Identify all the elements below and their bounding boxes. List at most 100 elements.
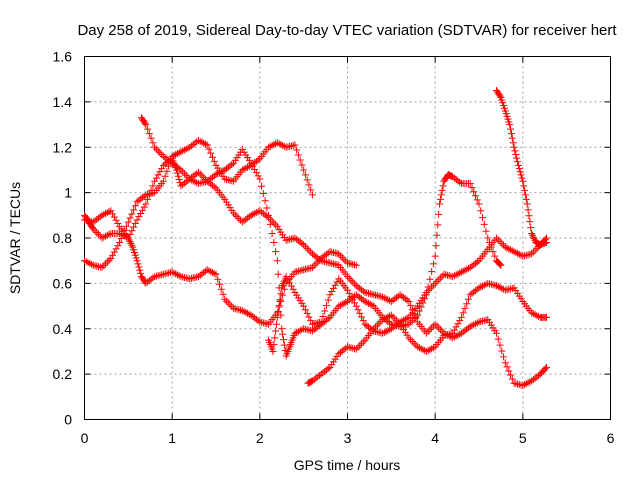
data-point — [386, 319, 394, 327]
data-point — [298, 239, 306, 247]
data-point — [365, 299, 373, 307]
data-point — [273, 139, 281, 147]
data-point — [495, 259, 503, 267]
data-point — [103, 209, 111, 217]
data-point — [398, 292, 406, 300]
data-point — [310, 262, 318, 270]
data-point — [210, 269, 218, 277]
data-point — [268, 217, 276, 225]
data-point — [293, 328, 301, 336]
data-point — [303, 309, 311, 317]
data-point — [296, 238, 304, 246]
data-point — [219, 167, 227, 175]
data-point — [189, 141, 197, 149]
data-point — [182, 145, 190, 153]
data-point — [527, 224, 535, 232]
data-point — [338, 300, 346, 308]
data-point — [473, 285, 481, 293]
data-point — [454, 177, 462, 185]
data-point — [356, 309, 364, 317]
data-point — [387, 298, 395, 306]
data-point — [524, 206, 532, 214]
data-point — [506, 121, 514, 129]
data-point — [509, 139, 517, 147]
data-point — [145, 277, 153, 285]
data-point — [363, 322, 371, 330]
data-point — [173, 271, 181, 279]
data-point — [503, 244, 511, 252]
y-axis-label: SDTVAR / TECUs — [7, 182, 23, 294]
data-point — [133, 198, 141, 206]
data-point — [414, 311, 422, 319]
data-point — [274, 308, 282, 316]
data-point — [216, 280, 224, 288]
data-point — [515, 250, 523, 258]
data-point — [473, 258, 481, 266]
data-point — [382, 327, 390, 335]
data-point — [471, 287, 479, 295]
data-point — [354, 292, 362, 300]
data-point — [289, 285, 297, 293]
y-tick-label: 0.4 — [53, 321, 73, 337]
data-point — [134, 260, 142, 268]
data-point — [208, 173, 216, 181]
data-point — [456, 330, 464, 338]
data-point — [408, 317, 416, 325]
data-point — [184, 144, 192, 152]
data-point — [266, 220, 274, 228]
data-point — [414, 343, 422, 351]
data-point — [112, 245, 120, 253]
data-point — [352, 345, 360, 353]
data-point — [403, 296, 411, 304]
data-point — [419, 346, 427, 354]
data-point — [340, 299, 348, 307]
data-point — [152, 145, 160, 153]
data-point — [468, 322, 476, 330]
data-point — [324, 365, 332, 373]
data-point — [207, 175, 215, 183]
data-point — [261, 197, 269, 205]
data-point — [379, 316, 387, 324]
data-point — [259, 209, 267, 217]
data-point — [271, 334, 279, 342]
data-point — [224, 163, 232, 171]
data-point — [221, 166, 229, 174]
data-point — [214, 275, 222, 283]
data-point — [321, 367, 329, 375]
data-point — [466, 180, 474, 188]
data-point — [354, 283, 362, 291]
data-point — [173, 166, 181, 174]
data-point — [508, 134, 516, 142]
data-point — [477, 283, 485, 291]
data-point — [461, 327, 469, 335]
data-point — [216, 169, 224, 177]
data-point — [300, 166, 308, 174]
data-point — [449, 173, 457, 181]
data-point — [363, 298, 371, 306]
data-point — [335, 250, 343, 258]
data-point — [110, 248, 118, 256]
data-point — [352, 282, 360, 290]
data-point — [382, 295, 390, 303]
data-point — [291, 234, 299, 242]
data-point — [251, 314, 259, 322]
data-point — [372, 323, 380, 331]
data-point — [408, 337, 416, 345]
data-point — [212, 270, 220, 278]
data-point — [412, 313, 420, 321]
data-point — [226, 162, 234, 170]
data-point — [240, 165, 248, 173]
data-point — [196, 170, 204, 178]
data-point — [342, 257, 350, 265]
data-point — [521, 381, 529, 389]
data-point — [384, 327, 392, 335]
data-point — [307, 248, 315, 256]
data-point — [517, 171, 525, 179]
data-point — [154, 147, 162, 155]
data-series — [81, 87, 551, 389]
data-point — [194, 136, 202, 144]
y-tick-label: 1.4 — [53, 94, 73, 110]
x-tick-label: 0 — [81, 430, 89, 446]
data-point — [338, 254, 346, 262]
data-point — [431, 320, 439, 328]
